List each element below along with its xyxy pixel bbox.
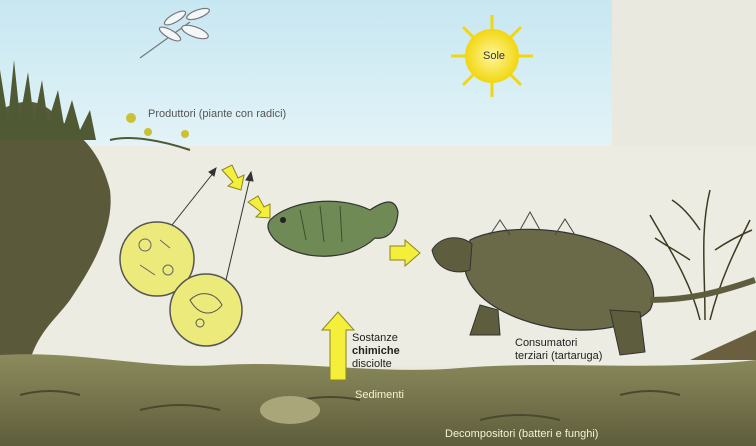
dissolved-chemicals-line2: chimiche [352, 345, 400, 357]
plankton-arrows [171, 166, 254, 281]
sediment-bed [0, 354, 756, 446]
sediment-texture [19, 390, 681, 421]
left-shore [0, 101, 111, 370]
right-plant [649, 189, 753, 321]
fish-icon [267, 200, 399, 257]
tertiary-consumers-line1: Consumatori [515, 337, 578, 349]
dissolved-chemicals-label: Sostanze chimiche disciolte [352, 332, 400, 371]
tertiary-consumers-line2: terziari (tartaruga) [515, 350, 603, 362]
producers-label: Produttori (piante con radici) [148, 108, 287, 120]
turtle-icon [431, 210, 756, 356]
phytoplankton-circle [119, 221, 195, 297]
tertiary-consumers-label: Consumatori terziari (tartaruga) [515, 337, 602, 363]
dissolved-chemicals-line3: disciolte [352, 358, 392, 370]
food-chain-arrows [221, 164, 421, 381]
sun-icon [451, 15, 533, 97]
sediment-rock [260, 396, 320, 424]
dissolved-chemicals-line1: Sostanze [352, 332, 398, 344]
zooplankton-circle [169, 273, 243, 347]
decomposers-label: Decompositori (batteri e funghi) [445, 428, 599, 440]
right-log [690, 330, 756, 360]
sun-label: Sole [482, 50, 506, 62]
sediments-label: Sedimenti [355, 389, 404, 401]
producer-plants [109, 113, 191, 151]
left-grass [0, 60, 96, 140]
dragonfly-icon [139, 7, 210, 59]
